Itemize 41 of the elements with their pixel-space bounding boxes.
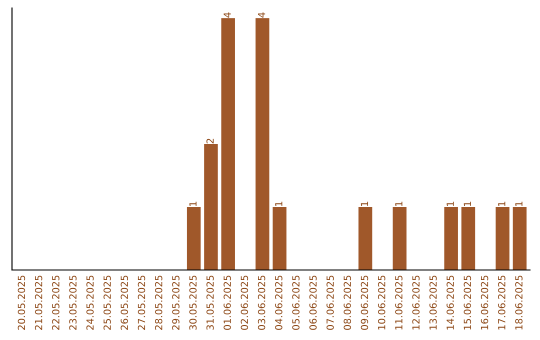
x-tick-label: 07.06.2025 bbox=[326, 276, 334, 330]
x-tick-label: 31.05.2025 bbox=[206, 276, 214, 330]
x-tick-label: 04.06.2025 bbox=[275, 276, 282, 330]
x-tick-label: 23.05.2025 bbox=[69, 276, 77, 330]
x-tick-label: 15.06.2025 bbox=[464, 276, 472, 330]
x-tick-label: 02.06.2025 bbox=[240, 276, 248, 330]
x-tick-label: 03.06.2025 bbox=[258, 276, 266, 330]
data-label: 1 bbox=[275, 202, 282, 206]
x-tick-label: 11.06.2025 bbox=[395, 276, 402, 330]
x-tick-label: 30.05.2025 bbox=[189, 276, 197, 330]
x-tick-label: 05.06.2025 bbox=[292, 276, 300, 330]
data-label: 1 bbox=[515, 202, 522, 206]
x-tick-label: 20.05.2025 bbox=[18, 276, 26, 330]
x-tick-label: 08.06.2025 bbox=[344, 276, 352, 330]
x-tick-label: 27.05.2025 bbox=[138, 276, 146, 330]
data-label: 1 bbox=[395, 202, 402, 206]
data-label: 1 bbox=[189, 202, 196, 206]
x-tick-label: 06.06.2025 bbox=[309, 276, 317, 330]
x-tick-label: 14.06.2025 bbox=[446, 276, 454, 330]
x-tick-label: 18.06.2025 bbox=[515, 276, 523, 330]
x-tick-label: 29.05.2025 bbox=[172, 276, 180, 330]
data-label: 1 bbox=[446, 202, 454, 206]
x-tick-label: 25.05.2025 bbox=[104, 276, 111, 330]
x-tick-label: 28.05.2025 bbox=[154, 276, 162, 330]
x-tick-label: 17.06.2025 bbox=[498, 276, 506, 330]
data-label: 1 bbox=[360, 202, 368, 206]
x-tick-label: 26.05.2025 bbox=[120, 276, 128, 330]
x-tick-label: 24.05.2025 bbox=[86, 276, 94, 330]
x-tick-label: 21.05.2025 bbox=[34, 276, 42, 330]
x-tick-label: 12.06.2025 bbox=[412, 276, 420, 330]
x-tick-label: 22.05.2025 bbox=[52, 276, 60, 330]
data-label: 4 bbox=[258, 12, 266, 18]
x-tick-label: 01.06.2025 bbox=[224, 276, 231, 330]
x-tick-label: 09.06.2025 bbox=[360, 276, 368, 330]
data-label: 1 bbox=[498, 202, 506, 206]
x-tick-label: 10.06.2025 bbox=[378, 276, 386, 330]
data-label: 1 bbox=[464, 202, 471, 206]
data-label: 4 bbox=[224, 12, 231, 18]
x-tick-label: 13.06.2025 bbox=[429, 276, 437, 330]
data-label: 2 bbox=[206, 138, 214, 144]
x-tick-label: 16.06.2025 bbox=[480, 276, 488, 330]
